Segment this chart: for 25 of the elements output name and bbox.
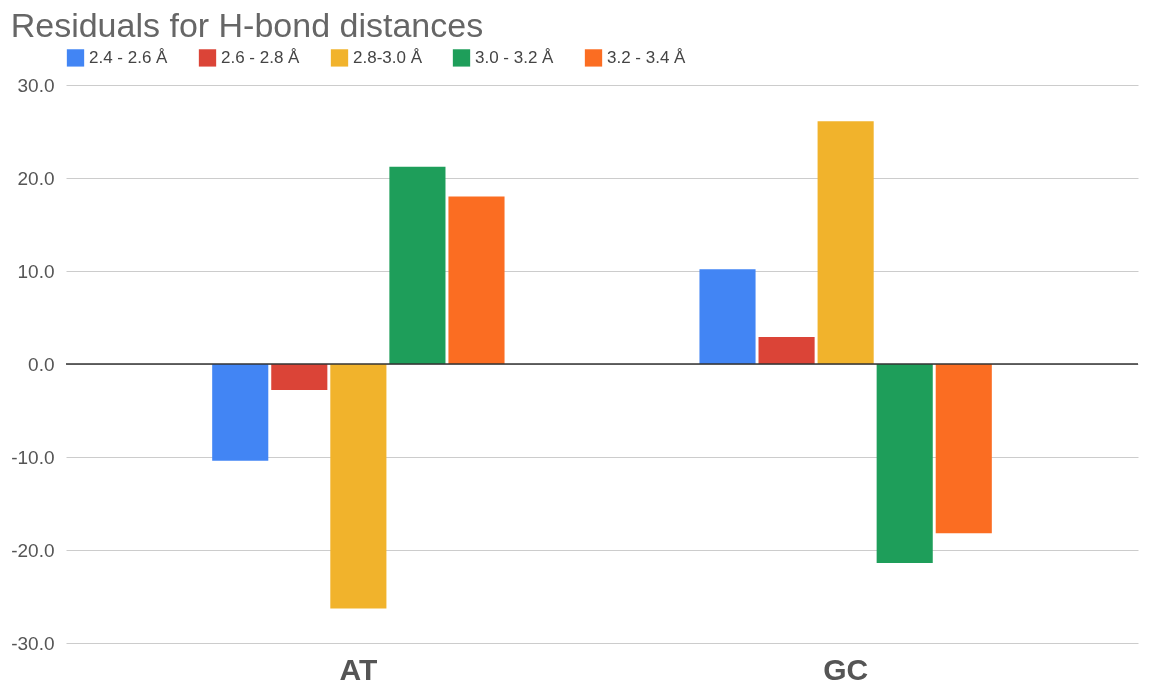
bar [935,364,992,534]
bar [212,364,269,461]
y-tick-label: -30.0 [11,632,55,654]
bar [330,364,387,609]
y-tick-label: -20.0 [11,539,55,561]
y-tick-label: -10.0 [11,446,55,468]
chart-title: Residuals for H-bond distances [10,6,484,44]
bar [876,364,933,564]
y-tick-label: 20.0 [17,167,55,189]
bar [448,196,505,364]
bar [758,337,815,364]
x-tick-label: GC [823,652,869,686]
legend-label: 2.4 - 2.6 Å [89,47,169,67]
y-tick-label: 10.0 [17,260,55,282]
bar [271,364,328,391]
legend-label: 2.8-3.0 Å [353,47,423,67]
x-tick-label: AT [339,652,378,686]
bar [389,166,446,364]
bar [817,121,874,364]
y-tick-label: 0.0 [28,353,55,375]
legend-label: 2.6 - 2.8 Å [221,47,301,67]
legend-label: 3.2 - 3.4 Å [607,47,687,67]
y-tick-label: 30.0 [17,74,55,96]
bar [699,269,756,364]
legend-label: 3.0 - 3.2 Å [475,47,555,67]
